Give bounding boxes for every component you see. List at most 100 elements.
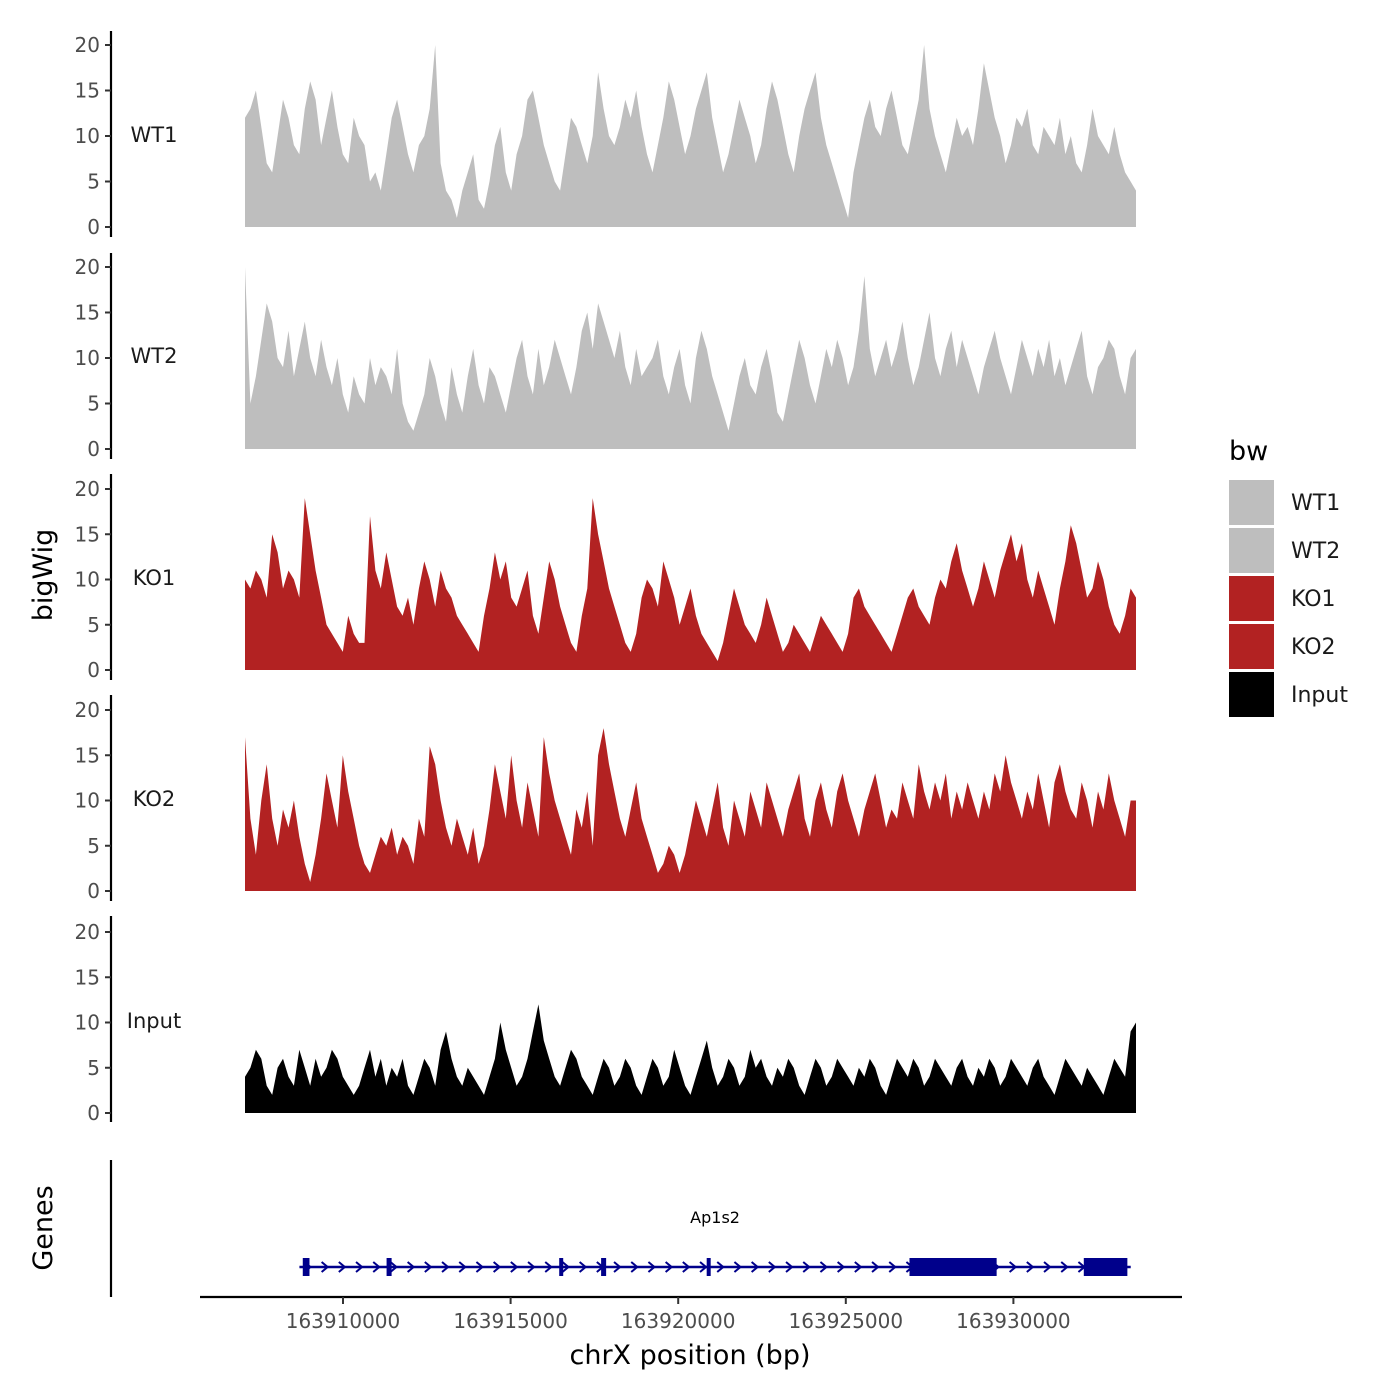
strand-arrow [578,1261,588,1273]
exon [706,1258,711,1276]
legend-key-input [1229,672,1274,717]
y-tick-label: 15 [75,743,100,767]
strand-arrow [1060,1261,1069,1273]
x-tick-label: 163910000 [286,1309,401,1333]
strand-arrow [750,1261,760,1273]
legend-key-wt1 [1229,480,1274,525]
exon [601,1258,607,1276]
track-ko2: 0 5 10 15 20 KO2 [75,695,1136,903]
legend-key-ko1 [1229,576,1274,621]
exon [909,1258,997,1276]
strand-arrow [355,1261,364,1273]
exon [302,1258,310,1276]
y-tick-label: 5 [87,834,100,858]
x-axis: 163910000 163915000 163920000 163925000 1639… [200,1295,1182,1371]
y-tick-label: 0 [87,1101,100,1125]
strand-arrow [372,1261,381,1273]
strand-arrow [561,1261,570,1273]
track-input: 0 5 10 15 20 Input [75,916,1136,1125]
legend-label-input: Input [1291,683,1348,708]
legend-title: bw [1229,436,1268,467]
track-area-ko2 [245,728,1136,891]
strand-arrow [733,1261,742,1273]
strand-arrow [510,1261,519,1273]
track-area-wt2 [245,267,1136,449]
genes-panel-title: Genes [28,1185,59,1270]
strand-arrow [785,1261,794,1273]
strand-arrow [682,1261,691,1273]
y-tick-label: 20 [75,255,100,279]
y-tick-label: 0 [87,215,100,239]
y-tick-label: 0 [87,437,100,461]
strand-arrow [1008,1261,1018,1273]
strand-arrow [406,1261,416,1273]
y-tick-label: 10 [75,124,100,148]
y-tick-label: 15 [75,301,100,325]
track-label-ko1: KO1 [133,566,176,590]
legend-label-wt2: WT2 [1291,539,1340,564]
strand-arrow [630,1261,639,1273]
strand-arrow [1026,1261,1035,1273]
track-area-ko1 [245,498,1136,670]
strand-arrow [613,1261,622,1273]
strand-arrow [854,1261,863,1273]
strand-arrow [527,1261,536,1273]
track-label-wt2: WT2 [131,344,178,368]
legend-key-ko2 [1229,624,1274,669]
strand-arrow [544,1261,553,1273]
track-label-wt1: WT1 [131,123,178,147]
strand-arrow [836,1261,846,1273]
strand-arrow [338,1261,347,1273]
strand-arrow [871,1261,880,1273]
track-ko1: 0 5 10 15 20 KO1 [75,474,1136,682]
signal-tracks: 0 5 10 15 20 WT1 0 5 10 15 20 WT2 0 5 10 15 20 KO1 0 5 10 15 2… [75,31,1136,1125]
y-tick-label: 10 [75,789,100,813]
y-tick-label: 5 [87,1056,100,1080]
legend-label-ko1: KO1 [1291,587,1336,612]
legend-label-wt1: WT1 [1291,491,1340,516]
strand-arrow [819,1261,828,1273]
strand-arrow [768,1261,777,1273]
y-tick-label: 5 [87,170,100,194]
legend-key-wt2 [1229,528,1274,573]
strand-arrow [320,1261,330,1273]
gene-model [299,1258,1131,1276]
y-tick-label: 20 [75,698,100,722]
track-label-ko2: KO2 [133,787,176,811]
strand-arrow [699,1261,708,1273]
y-tick-label: 10 [75,1011,100,1035]
strand-arrow [888,1261,897,1273]
track-area-input [245,1004,1136,1113]
y-tick-label: 0 [87,879,100,903]
x-tick-label: 163930000 [956,1309,1071,1333]
legend-label-ko2: KO2 [1291,635,1336,660]
y-tick-label: 10 [75,346,100,370]
strand-arrow [802,1261,811,1273]
strand-arrow [441,1261,450,1273]
y-tick-label: 20 [75,33,100,57]
strand-arrow [1043,1261,1052,1273]
x-tick-label: 163925000 [789,1309,904,1333]
exon [559,1258,564,1276]
y-tick-label: 20 [75,920,100,944]
x-tick-label: 163915000 [453,1309,568,1333]
exon [1083,1258,1128,1276]
exon [386,1258,392,1276]
strand-arrow [424,1261,433,1273]
track-wt2: 0 5 10 15 20 WT2 [75,253,1136,461]
strand-arrow [389,1261,398,1273]
y-tick-label: 15 [75,965,100,989]
x-ticks: 163910000 163915000 163920000 163925000 1639… [286,1297,1071,1333]
strand-arrow [647,1261,656,1273]
y-tick-label: 15 [75,522,100,546]
y-axis-title: bigWig [28,529,59,622]
x-tick-label: 163920000 [621,1309,736,1333]
y-tick-label: 5 [87,392,100,416]
gene-label: Ap1s2 [690,1208,740,1227]
x-axis-title: chrX position (bp) [569,1340,810,1371]
legend-items: WT1 WT2 KO1 KO2 Input [1229,480,1348,717]
genes-panel: Genes Ap1s2 [28,1160,1131,1297]
y-tick-label: 15 [75,79,100,103]
y-tick-label: 10 [75,568,100,592]
